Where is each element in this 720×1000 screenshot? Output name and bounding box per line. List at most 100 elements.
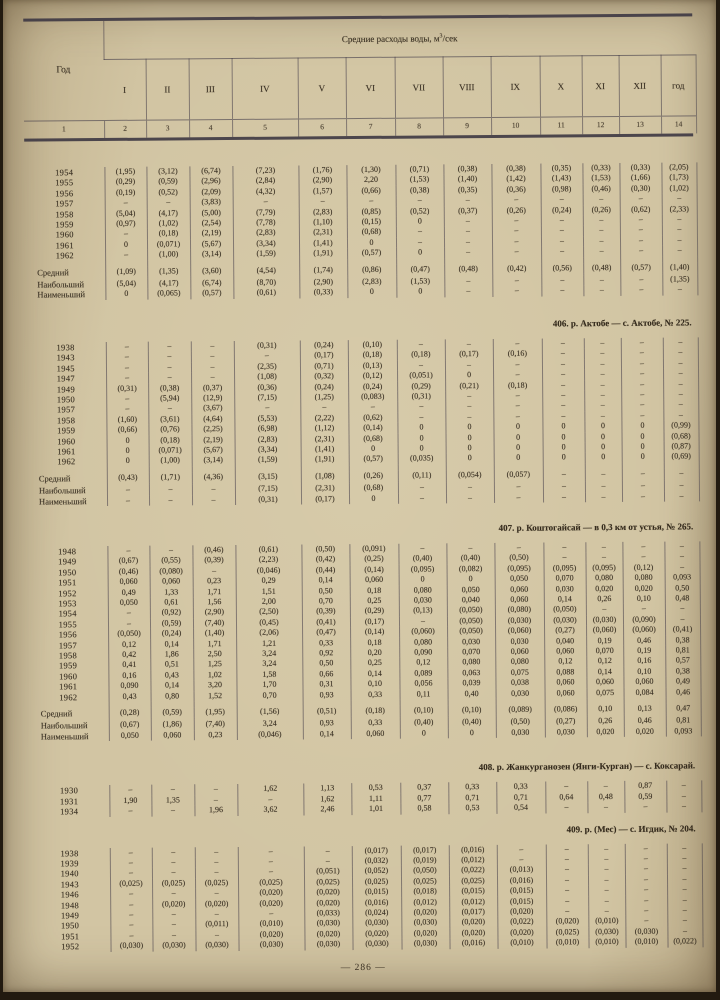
value-cell: (0,50)	[301, 544, 350, 555]
value-cell: (0,31)	[106, 383, 149, 394]
value-cell: 0,31	[302, 679, 351, 691]
value-cell: (0,57)	[348, 454, 398, 465]
value-cell: –	[491, 215, 541, 227]
value-cell: (0,21)	[445, 380, 494, 392]
value-cell: (3,14)	[190, 249, 234, 260]
value-cell: –	[110, 919, 153, 931]
value-cell: 0,53	[448, 803, 497, 814]
value-cell: –	[664, 603, 700, 615]
value-cell: (0,095)	[398, 564, 447, 575]
value-cell: 0	[621, 420, 664, 432]
value-cell: –	[348, 402, 398, 413]
value-cell: (0,40)	[398, 553, 447, 565]
summary-label: Средний	[37, 266, 69, 278]
value-cell: –	[107, 545, 150, 557]
summary-value-cell: 0,030	[495, 727, 545, 739]
value-cell: (0,020)	[449, 927, 498, 939]
value-cell: (3,12)	[146, 166, 190, 178]
value-cell: (0,025)	[400, 876, 450, 887]
value-cell: 0,080	[585, 573, 623, 584]
value-cell: 0,080	[447, 657, 496, 669]
value-cell: 0,87	[624, 780, 667, 792]
station-caption: 408. р. Жанкурганозен (Янги-Курган) — с.…	[478, 760, 696, 773]
value-cell: 0	[621, 441, 664, 453]
value-cell: 0	[395, 216, 444, 228]
summary-value-cell: (0,10)	[399, 705, 448, 717]
value-cell: 0,71	[448, 792, 497, 804]
value-cell: –	[109, 857, 152, 869]
summary-value-cell: –	[397, 482, 446, 494]
summary-value-cell: (2,90)	[299, 277, 348, 288]
summary-value-cell: (3,15)	[234, 471, 301, 483]
year-cell: 1931	[59, 795, 79, 807]
summary-value-cell: –	[542, 481, 585, 493]
value-cell: –	[194, 846, 238, 858]
summary-value-cell: (0,10)	[447, 704, 496, 716]
summary-value-cell: –	[621, 468, 664, 480]
month-header-год: год	[660, 54, 697, 117]
year-cell: 1947	[56, 373, 75, 384]
value-cell: –	[620, 337, 663, 349]
value-cell: (0,50)	[494, 552, 544, 564]
value-cell: –	[104, 229, 147, 240]
value-cell: –	[445, 411, 494, 423]
value-cell: 0,93	[302, 689, 351, 701]
value-cell: 0,10	[623, 666, 666, 678]
value-cell: 0,10	[622, 593, 665, 605]
value-cell: (0,67)	[107, 556, 150, 567]
value-cell: –	[582, 225, 620, 237]
value-cell: (0,046)	[235, 565, 302, 577]
year-cell: 1957	[56, 404, 76, 415]
value-cell: (2,09)	[189, 186, 233, 198]
value-cell: –	[667, 884, 703, 896]
value-cell: –	[152, 909, 196, 920]
value-cell: (0,091)	[349, 543, 399, 555]
value-cell: (2,06)	[236, 627, 303, 639]
value-cell: (0,29)	[104, 177, 147, 188]
value-cell: –	[540, 215, 583, 227]
value-cell: (0,12)	[622, 562, 665, 574]
value-cell: (0,082)	[446, 563, 495, 575]
value-cell: –	[195, 908, 239, 920]
station-caption: 409. р. (Мес) — с. Игдик, № 204.	[566, 822, 696, 834]
value-cell: –	[396, 339, 445, 350]
summary-value-cell: –	[663, 490, 700, 502]
value-cell: –	[540, 225, 583, 237]
value-cell: 0,25	[349, 595, 399, 607]
value-cell: (0,47)	[302, 627, 351, 639]
value-cell: –	[663, 410, 699, 421]
value-cell: (6,98)	[234, 423, 301, 435]
value-cell: (0,18)	[347, 349, 397, 361]
value-cell: (0,010)	[546, 937, 589, 949]
year-cell: 1952	[61, 941, 80, 952]
summary-value-cell: –	[620, 274, 663, 286]
value-cell: (2,83)	[298, 206, 347, 218]
value-cell: 0,49	[107, 587, 150, 598]
value-cell: 0,12	[586, 656, 624, 668]
value-cell: (1,73)	[661, 172, 697, 184]
value-cell: 0,33	[302, 637, 351, 649]
value-cell: –	[444, 247, 493, 258]
value-cell: –	[109, 805, 152, 817]
value-cell: 1,86	[150, 649, 194, 661]
value-cell: (0,051)	[303, 866, 352, 878]
value-cell: –	[624, 853, 667, 865]
value-cell: 0,70	[236, 690, 303, 702]
summary-value-cell: (0,51)	[302, 706, 351, 717]
value-cell: (0,38)	[443, 163, 492, 175]
value-cell: (1,43)	[540, 173, 583, 185]
year-cell: 1959	[57, 425, 76, 436]
value-cell: 3,20	[193, 680, 237, 691]
value-cell: 0,050	[107, 597, 150, 609]
value-cell: (1,02)	[661, 183, 697, 194]
value-cell: –	[105, 351, 148, 363]
value-cell: (0,080)	[494, 604, 544, 616]
value-cell: (0,71)	[395, 164, 444, 176]
value-cell: –	[582, 194, 620, 205]
value-cell: –	[588, 905, 626, 917]
value-cell: 0,030	[398, 595, 447, 607]
month-header-IX: IX	[490, 56, 541, 118]
value-cell: –	[445, 390, 494, 402]
value-cell: –	[443, 226, 492, 238]
value-cell: 0	[542, 452, 585, 464]
